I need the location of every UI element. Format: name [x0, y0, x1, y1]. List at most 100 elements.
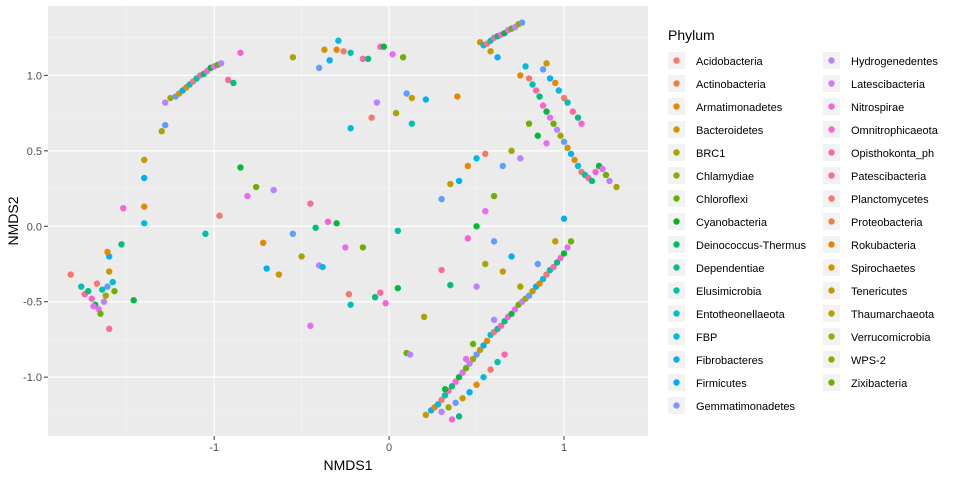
data-point [482, 260, 489, 268]
data-point [389, 51, 396, 58]
data-point [578, 120, 585, 127]
legend-entry-label: Nitrospirae [851, 102, 904, 114]
data-point [347, 49, 354, 56]
data-point [599, 165, 606, 173]
data-point [347, 125, 354, 132]
data-point [447, 281, 454, 289]
data-point [275, 271, 283, 278]
data-point [448, 383, 456, 390]
data-point [529, 287, 536, 295]
data-point [326, 57, 333, 64]
data-point [394, 227, 402, 235]
data-point [237, 49, 244, 56]
data-point [592, 168, 599, 176]
y-axis-label: NMDS2 [5, 196, 21, 245]
data-point [464, 235, 472, 242]
data-point [525, 292, 533, 299]
data-point [141, 156, 148, 164]
data-point [106, 268, 113, 275]
data-point [162, 121, 169, 129]
data-point [574, 162, 582, 170]
major-gridlines [48, 6, 648, 436]
legend-entry-label: BRC1 [696, 148, 725, 160]
data-point [78, 283, 85, 290]
data-point [408, 120, 416, 127]
data-point [564, 144, 571, 152]
legend-entry-label: Planctomycetes [851, 194, 929, 206]
legend-entry-label: Spirochaetes [851, 263, 916, 275]
data-point [473, 155, 480, 162]
data-point [483, 337, 491, 345]
legend-swatch [828, 149, 835, 156]
data-point [422, 411, 430, 419]
data-point [359, 244, 367, 251]
data-point [438, 396, 445, 403]
data-point [452, 399, 459, 407]
legend-entry-label: Actinobacteria [696, 79, 767, 91]
legend-entry-label: Gemmatimonadetes [696, 401, 796, 413]
legend-entry-label: Verrucomicrobia [851, 332, 931, 344]
data-point [560, 94, 568, 102]
data-point [499, 162, 507, 170]
data-point [466, 389, 473, 396]
legend-swatch [673, 57, 680, 64]
data-point [560, 250, 568, 257]
data-point [382, 300, 389, 307]
data-point [333, 220, 340, 227]
data-point [543, 140, 550, 147]
data-point [560, 138, 568, 145]
data-point [364, 55, 372, 63]
data-point [571, 156, 578, 164]
data-point [345, 290, 353, 298]
data-point [399, 54, 407, 61]
data-point [368, 114, 375, 121]
data-point [307, 322, 314, 330]
legend-swatch [673, 310, 680, 317]
data-point [511, 306, 519, 313]
legend-swatch [828, 333, 835, 340]
legend-entry-label: Omnitrophicaeota [851, 125, 939, 137]
legend-entry-label: Deinococcus-Thermus [696, 240, 807, 252]
legend-entry-label: Thaumarchaeota [851, 309, 935, 321]
legend-swatch [673, 333, 680, 340]
data-point [557, 132, 564, 139]
data-points [67, 19, 620, 423]
data-point [529, 81, 536, 88]
data-point [553, 126, 561, 133]
data-point [550, 120, 557, 127]
data-point [462, 364, 470, 372]
legend-swatch [673, 287, 680, 294]
legend-entry-label: WPS-2 [851, 355, 886, 367]
data-point [120, 204, 127, 212]
legend-entry-label: Cyanobacteria [696, 217, 768, 229]
legend-swatch [828, 241, 835, 248]
legend-swatch [673, 264, 680, 271]
data-point [90, 303, 97, 310]
data-point [567, 238, 575, 245]
legend-swatch [673, 241, 680, 248]
data-point [403, 90, 410, 97]
data-point [452, 378, 459, 385]
data-point [459, 395, 466, 402]
data-point [88, 295, 95, 302]
data-point [99, 286, 106, 293]
data-point [392, 109, 400, 117]
data-point [230, 79, 237, 87]
legend-swatch [828, 379, 835, 386]
legend-swatch [828, 310, 835, 317]
data-point [550, 263, 557, 271]
data-point [455, 413, 463, 420]
legend-entry-label: FBP [696, 332, 717, 344]
data-point [564, 244, 571, 251]
data-point [482, 207, 489, 215]
data-point [371, 293, 379, 301]
data-point [454, 93, 461, 100]
data-point [602, 171, 610, 179]
data-point [259, 239, 267, 247]
y-tick-label: 0.0 [27, 221, 42, 233]
data-point [377, 289, 384, 296]
data-point [270, 186, 277, 194]
data-point [487, 48, 494, 55]
data-point [420, 313, 428, 321]
